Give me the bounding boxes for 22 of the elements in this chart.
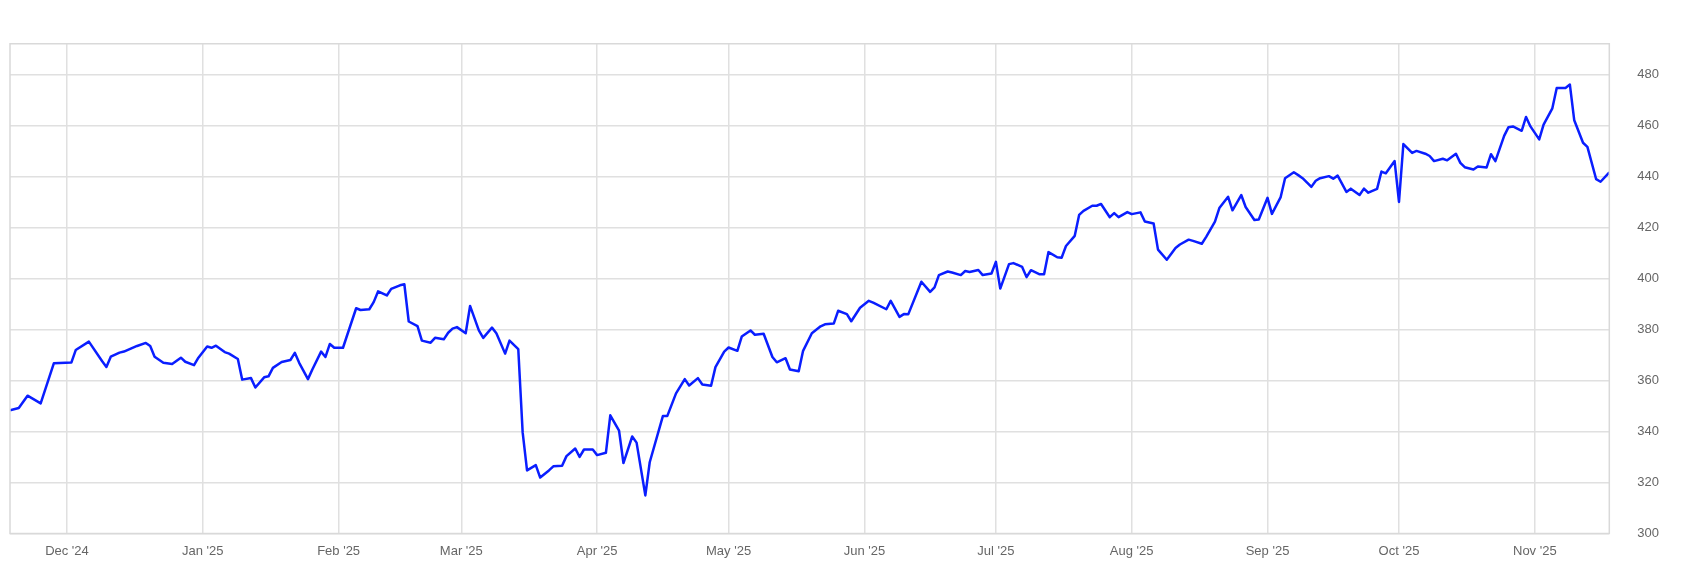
x-tick-label: Sep '25 bbox=[1245, 542, 1290, 558]
x-tick-label: Feb '25 bbox=[317, 542, 361, 558]
x-tick-label: Nov '25 bbox=[1512, 542, 1557, 558]
x-tick-label: Apr '25 bbox=[576, 542, 618, 558]
x-tick-label: Dec '24 bbox=[45, 542, 89, 558]
x-tick-label: Aug '25 bbox=[1109, 542, 1154, 558]
x-tick-label: Mar '25 bbox=[439, 542, 483, 558]
y-tick-label: 420 bbox=[1637, 218, 1660, 234]
y-tick-label: 400 bbox=[1637, 269, 1660, 285]
y-tick-label: 340 bbox=[1637, 422, 1660, 438]
x-tick-label: May '25 bbox=[706, 542, 752, 558]
y-tick-label: 440 bbox=[1637, 167, 1660, 183]
y-tick-label: 460 bbox=[1637, 116, 1660, 132]
y-tick-label: 320 bbox=[1637, 473, 1660, 489]
y-tick-label: 380 bbox=[1637, 320, 1660, 336]
y-tick-label: 480 bbox=[1637, 65, 1660, 81]
x-tick-label: Oct '25 bbox=[1378, 542, 1420, 558]
x-tick-label: Jul '25 bbox=[977, 542, 1015, 558]
x-tick-label: Jan '25 bbox=[182, 542, 224, 558]
y-tick-label: 300 bbox=[1637, 524, 1660, 540]
x-tick-label: Jun '25 bbox=[843, 542, 886, 558]
y-tick-label: 360 bbox=[1637, 371, 1660, 387]
